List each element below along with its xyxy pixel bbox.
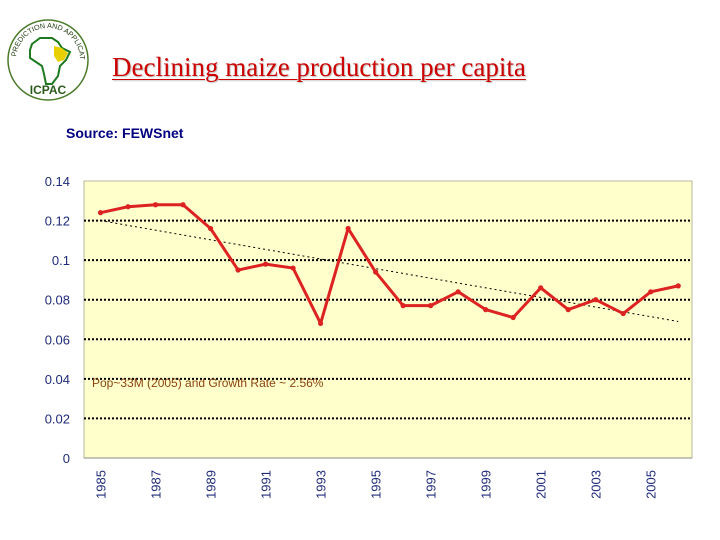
data-point: [290, 265, 296, 271]
data-point: [180, 202, 186, 208]
logo-acronym: ICPAC: [30, 83, 67, 97]
y-tick-label: 0.14: [45, 174, 70, 189]
data-point: [510, 314, 516, 321]
x-tick-label: 1999: [479, 470, 494, 499]
data-point: [235, 267, 241, 273]
x-tick-label: 1987: [149, 470, 164, 499]
data-point: [345, 225, 351, 232]
x-tick-label: 2005: [644, 470, 659, 499]
page-title: Declining maize production per capita: [112, 52, 526, 82]
x-tick-label: 1991: [259, 470, 274, 499]
data-point: [400, 303, 406, 309]
data-point: [620, 310, 626, 317]
x-tick-label: 1989: [204, 470, 219, 499]
y-tick-label: 0.04: [45, 372, 70, 387]
data-point: [455, 289, 461, 295]
y-tick-label: 0.06: [45, 332, 70, 347]
igad-region-highlight-icon: [54, 46, 68, 62]
data-point: [565, 307, 571, 313]
series-line: [100, 203, 679, 325]
data-point: [538, 285, 544, 291]
data-point: [373, 269, 379, 275]
source-label: Source: FEWSnet: [66, 125, 184, 141]
icpac-logo: IGAD CLIMATE PREDICTION AND APPLICATIONS…: [4, 8, 89, 101]
data-point: [483, 307, 489, 313]
data-point: [152, 202, 159, 208]
y-tick-label: 0: [63, 451, 70, 466]
chart-annotation: Pop~33M (2005) and Growth Rate ~ 2.56%: [92, 376, 324, 390]
data-point: [675, 283, 681, 289]
x-tick-label: 2003: [589, 470, 604, 499]
y-tick-label: 0.12: [45, 214, 70, 229]
data-point: [593, 297, 599, 303]
x-tick-label: 1993: [314, 470, 329, 499]
data-point: [262, 261, 269, 267]
x-tick-label: 2001: [534, 470, 549, 499]
y-tick-label: 0.08: [45, 293, 70, 308]
y-tick-label: 0.1: [52, 253, 70, 268]
data-point: [648, 289, 654, 295]
data-point: [97, 210, 104, 216]
data-point: [428, 303, 434, 309]
x-tick-label: 1985: [94, 470, 109, 499]
x-tick-label: 1995: [369, 470, 384, 499]
data-point: [317, 320, 324, 327]
x-tick-label: 1997: [424, 470, 439, 499]
plot-area: [83, 180, 693, 459]
y-tick-label: 0.02: [45, 411, 70, 426]
data-point: [125, 204, 131, 210]
data-point: [207, 225, 214, 232]
